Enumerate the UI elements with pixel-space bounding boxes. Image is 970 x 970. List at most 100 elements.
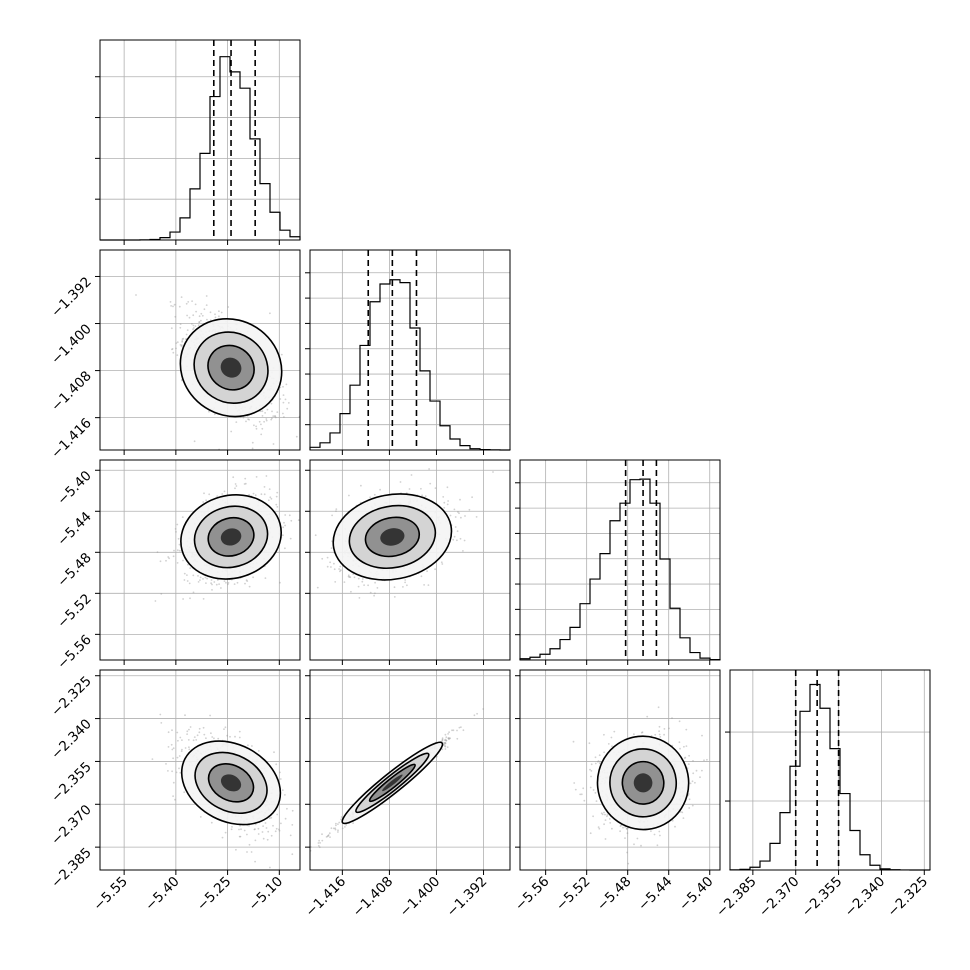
scatter-point (187, 563, 189, 566)
scatter-point (181, 739, 183, 741)
scatter-point (251, 745, 253, 747)
scatter-point (195, 310, 198, 313)
scatter-point (266, 408, 269, 411)
scatter-point (447, 737, 450, 739)
scatter-point (174, 798, 176, 801)
scatter-point (186, 314, 189, 317)
pair-panel-0-1 (95, 249, 301, 455)
scatter-point (657, 706, 660, 709)
scatter-point (282, 534, 284, 537)
scatter-point (341, 827, 344, 830)
scatter-point (179, 326, 182, 329)
scatter-point (279, 778, 282, 780)
scatter-point (199, 816, 202, 818)
scatter-point (428, 468, 430, 470)
scatter-point (203, 733, 206, 736)
scatter-point (176, 756, 179, 759)
scatter-point (408, 488, 411, 490)
scatter-point (201, 314, 204, 317)
scatter-point (289, 834, 292, 837)
density-level-3 (220, 357, 242, 378)
scatter-point (180, 344, 183, 347)
scatter-point (244, 482, 247, 485)
scatter-point (183, 791, 186, 794)
scatter-point (444, 748, 447, 750)
scatter-point (255, 427, 258, 430)
scatter-point (258, 420, 261, 423)
scatter-point (345, 824, 348, 826)
histogram-grid-2 (520, 460, 720, 660)
scatter-point (213, 413, 216, 416)
scatter-point (421, 494, 423, 497)
contour-line-1 (355, 752, 430, 814)
scatter-point (423, 584, 425, 586)
scatter-point (325, 836, 328, 838)
scatter-point (246, 580, 249, 582)
scatter-point (282, 526, 285, 529)
scatter-point (171, 729, 173, 732)
scatter-point (239, 835, 242, 838)
scatter-point (446, 503, 449, 506)
scatter-point (379, 488, 381, 491)
scatter-point (326, 835, 329, 838)
scatter-point (175, 342, 178, 344)
scatter-point (353, 576, 356, 579)
histogram-panel-0 (95, 39, 301, 245)
scatter-point (182, 337, 185, 340)
scatter-point (192, 591, 195, 594)
scatter-point (226, 734, 229, 737)
scatter-point (266, 838, 269, 841)
scatter-point (284, 524, 286, 527)
scatter-point (445, 739, 448, 742)
scatter-point (282, 385, 284, 388)
scatter-point (236, 581, 239, 584)
scatter-point (257, 827, 260, 830)
scatter-point (178, 543, 181, 546)
scatter-point (170, 305, 173, 307)
scatter-point (257, 833, 260, 835)
scatter-point (317, 844, 320, 847)
contour-line-0 (180, 494, 283, 580)
scatter-point (198, 727, 201, 730)
scatter-point (275, 827, 278, 830)
scatter-point (358, 597, 361, 599)
scatter-point (263, 486, 266, 488)
scatter-point (454, 516, 457, 518)
scatter-point (208, 493, 211, 496)
scatter-point (245, 420, 247, 423)
scatter-point (261, 427, 264, 430)
scatter-point (255, 425, 257, 428)
scatter-point (279, 581, 281, 584)
histogram-steps-2 (519, 478, 721, 661)
scatter-point (426, 570, 428, 573)
scatter-point (227, 306, 230, 308)
scatter-point (172, 305, 174, 308)
scatter-point (213, 581, 216, 583)
scatter-point (188, 316, 191, 319)
scatter-point (281, 789, 284, 791)
scatter-point (402, 586, 404, 588)
scatter-point (357, 585, 360, 588)
scatter-point (170, 327, 173, 330)
scatter-point (235, 485, 238, 487)
scatter-point (333, 568, 336, 571)
scatter-point (278, 828, 280, 831)
scatter-point (202, 598, 205, 600)
scatter-point (619, 830, 621, 833)
scatter-point (181, 379, 183, 382)
scatter-point (633, 733, 635, 736)
scatter-point (255, 476, 258, 478)
scatter-point (198, 731, 201, 734)
scatter-point (216, 495, 219, 498)
scatter-point (192, 328, 194, 331)
scatter-point (191, 323, 193, 325)
scatter-point (475, 516, 478, 518)
scatter-point (282, 401, 285, 404)
scatter-point (340, 816, 343, 818)
scatter-point (287, 402, 290, 404)
scatter-point (443, 743, 445, 746)
scatter-point (243, 483, 246, 485)
scatter-point (330, 827, 333, 830)
histogram-frame-2 (519, 459, 721, 661)
scatter-point (448, 737, 451, 739)
